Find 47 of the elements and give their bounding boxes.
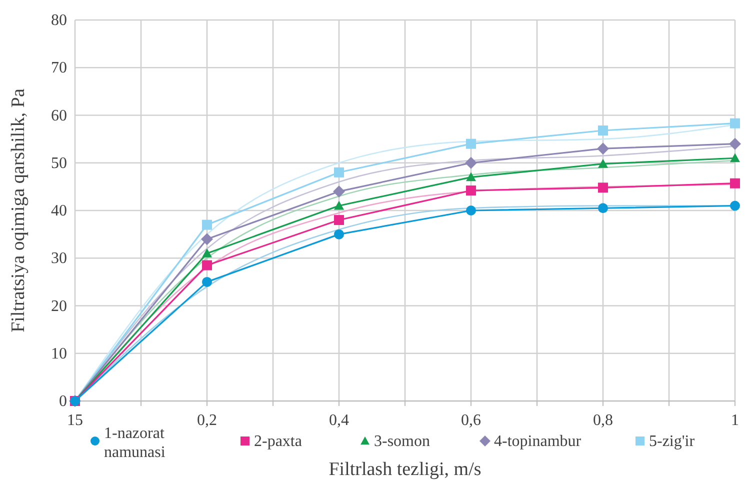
point: [729, 138, 741, 150]
y-tick-label: 80: [51, 12, 67, 29]
point: [334, 200, 344, 210]
point: [334, 215, 344, 226]
point: [334, 229, 344, 240]
point: [466, 206, 476, 216]
point: [466, 138, 476, 149]
point: [730, 118, 740, 128]
y-tick-label: 50: [51, 154, 67, 172]
point: [334, 167, 344, 178]
point: [597, 142, 609, 155]
y-axis-title: Filtratsiya oqimiga qarshilik, Pa: [8, 88, 29, 332]
x-tick-label: 0,2: [197, 412, 217, 429]
point: [598, 182, 608, 193]
legend-label: 2-paxta: [254, 433, 302, 450]
point: [730, 200, 740, 211]
point: [201, 233, 213, 246]
y-tick-label: 70: [51, 60, 67, 77]
y-tick-label: 60: [51, 107, 67, 124]
point: [730, 178, 740, 188]
point: [598, 158, 608, 168]
legend-label: 3-somon: [374, 433, 430, 450]
x-tick-label: 0,6: [461, 412, 481, 429]
x-tick-label: 15: [67, 412, 83, 429]
point: [333, 185, 345, 198]
point: [466, 172, 476, 182]
y-tick-label: 40: [51, 202, 67, 220]
y-tick-label: 30: [51, 250, 67, 268]
y-tick-label: 10: [51, 345, 67, 362]
point: [202, 260, 212, 270]
legend-label: 4-topinambur: [494, 433, 582, 450]
x-tick-label: 0,8: [593, 412, 613, 429]
x-tick-label: 1: [731, 412, 739, 429]
point: [466, 185, 476, 196]
x-tick-label: 0,4: [329, 412, 349, 429]
point: [730, 153, 740, 162]
point: [465, 156, 477, 169]
point: [202, 220, 212, 230]
point: [598, 203, 608, 214]
point: [202, 276, 212, 287]
y-tick-label: 0: [59, 393, 67, 410]
y-tick-label: 20: [51, 298, 67, 315]
point: [598, 125, 608, 136]
legend-label: 5-zig'ir: [649, 433, 696, 450]
x-axis-title: Filtrlash tezligi, m/s: [328, 459, 482, 480]
legend-label: 1-nazorat namunasi: [104, 425, 166, 461]
point: [202, 248, 212, 258]
